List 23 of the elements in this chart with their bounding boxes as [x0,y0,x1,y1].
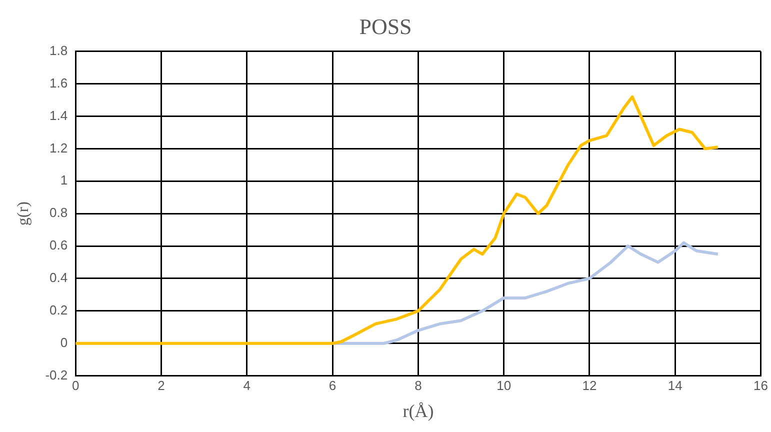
y-tick-label: 1.2 [50,140,68,156]
x-tick-label: 2 [158,378,165,394]
y-tick-label: 1.6 [50,75,68,90]
x-tick-label: 16 [754,378,768,394]
x-tick-label: 12 [582,378,597,394]
x-tick-label: 4 [243,378,251,394]
y-tick-label: 0.8 [50,205,68,220]
x-tick-label: 6 [328,378,336,394]
y-tick-label: -0.2 [45,367,68,382]
chart-title: POSS [359,14,412,39]
x-tick-label: 14 [668,378,682,394]
x-axis-title: r(Å) [402,400,434,421]
x-tick-label: 10 [496,378,512,394]
y-tick-label: 1.4 [50,108,68,123]
x-tick-label: 0 [72,378,80,394]
y-tick-label: 0.2 [50,302,68,318]
y-tick-label: 0 [60,334,68,350]
y-tick-label: 0.4 [50,270,68,286]
y-axis-title: g(r) [14,202,32,226]
y-tick-label: 1.8 [50,42,68,58]
y-tick-label: 0.6 [50,238,68,253]
x-tick-label: 8 [414,378,422,394]
y-tick-label: 1 [60,172,68,188]
